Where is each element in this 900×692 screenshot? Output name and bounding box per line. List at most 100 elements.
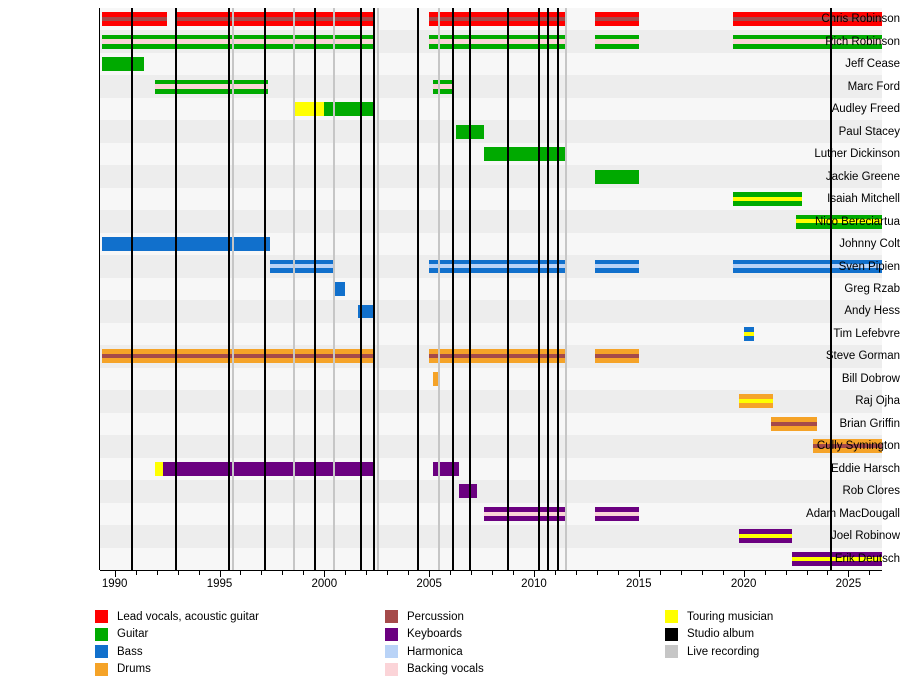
timeline-bar [102, 34, 373, 49]
x-tick-major [638, 570, 640, 577]
timeline-bar-stripe [429, 264, 566, 269]
legend-swatch-icon [95, 627, 108, 641]
studio-album-line [829, 8, 832, 570]
live-recording-line [565, 8, 568, 570]
timeline-bar-stripe [594, 511, 639, 516]
x-tick-minor [282, 570, 284, 575]
x-tick-minor [366, 570, 368, 575]
timeline-bar-stripe [733, 17, 882, 22]
legend-label: Keyboards [407, 628, 462, 641]
timeline-bar [154, 79, 268, 94]
legend-label: Percussion [407, 610, 464, 623]
x-tick-minor [261, 570, 263, 575]
x-tick-label: 2010 [521, 578, 547, 590]
plot-area [100, 8, 882, 570]
member-label-cully-symington: Cully Symington [816, 440, 900, 453]
timeline-bar [269, 259, 335, 274]
x-tick-minor [156, 570, 158, 575]
x-tick-label: 1995 [206, 578, 233, 590]
studio-album-line [131, 8, 134, 570]
x-tick-minor [701, 570, 703, 575]
row-band [100, 547, 882, 570]
studio-album-line [546, 8, 549, 570]
timeline-bar-stripe [733, 39, 882, 44]
member-label-joel-robinow: Joel Robinow [830, 530, 900, 543]
timeline-bar-stripe [739, 399, 773, 404]
row-band [100, 97, 882, 121]
legend: Lead vocals, acoustic guitar Guitar Bass Dr… [0, 608, 900, 688]
legend-label: Harmonica [407, 645, 463, 658]
timeline-bar-stripe [594, 17, 639, 22]
timeline-bar [594, 169, 639, 184]
x-tick-minor [492, 570, 494, 575]
legend-label: Guitar [117, 628, 149, 641]
member-label-chris-robinson: Chris Robinson [821, 13, 900, 26]
member-label-rob-clores: Rob Clores [842, 485, 900, 498]
studio-album-line [263, 8, 266, 570]
legend-swatch-icon [385, 627, 398, 641]
legend-label: Backing vocals [407, 663, 484, 676]
x-tick-minor [659, 570, 661, 575]
row-band [100, 120, 882, 143]
timeline-bar-stripe [102, 39, 373, 44]
member-label-raj-ojha: Raj Ojha [855, 395, 900, 408]
x-tick-minor [827, 570, 829, 575]
x-tick-minor [345, 570, 347, 575]
studio-album-line [372, 8, 375, 570]
timeline-bar [594, 259, 639, 274]
legend-swatch-icon [385, 662, 398, 676]
x-tick-major [429, 570, 431, 577]
timeline-bar-stripe [770, 421, 817, 426]
x-tick-minor [135, 570, 137, 575]
member-label-sven-pipien: Sven Pipien [838, 260, 900, 273]
timeline-bar-stripe [594, 264, 639, 269]
live-recording-line [332, 8, 335, 570]
x-tick-minor [303, 570, 305, 575]
legend-item: Guitar [95, 626, 259, 644]
studio-album-line [359, 8, 362, 570]
x-tick-minor [869, 570, 871, 575]
x-tick-minor [680, 570, 682, 575]
x-tick-minor [617, 570, 619, 575]
timeline-bar-stripe [733, 264, 882, 269]
timeline-bar [733, 12, 882, 27]
timeline-bar-stripe [594, 39, 639, 44]
x-tick-minor [722, 570, 724, 575]
legend-item: Live recording [665, 643, 773, 661]
timeline-bar-stripe [429, 354, 566, 359]
member-label-jeff-cease: Jeff Cease [845, 58, 900, 71]
timeline-bar [743, 326, 755, 341]
member-label-steve-gorman: Steve Gorman [825, 350, 900, 363]
timeline-bar [102, 12, 168, 27]
x-tick-label: 2020 [730, 578, 757, 590]
row-band [100, 210, 882, 233]
legend-swatch-icon [665, 610, 678, 624]
timeline-bar [739, 529, 792, 544]
member-label-johnny-colt: Johnny Colt [839, 238, 900, 251]
member-label-erik-deutsch: Erik Deutsch [834, 552, 900, 565]
member-label-luther-dickinson: Luther Dickinson [814, 148, 900, 161]
live-recording-line [376, 8, 379, 570]
timeline-bar [334, 282, 346, 296]
legend-swatch-icon [95, 610, 108, 624]
studio-album-line [416, 8, 419, 570]
row-band [100, 277, 882, 301]
row-band [100, 412, 882, 436]
legend-label: Live recording [687, 645, 760, 658]
x-axis-spine [100, 570, 882, 571]
member-label-brian-griffin: Brian Griffin [839, 417, 900, 430]
x-tick-minor [596, 570, 598, 575]
row-band [100, 322, 882, 346]
row-band [100, 187, 882, 211]
row-band [100, 525, 882, 548]
row-band [100, 300, 882, 323]
x-tick-minor [806, 570, 808, 575]
studio-album-line [468, 8, 471, 570]
timeline-bar [175, 12, 373, 27]
x-axis: 1990 1995 2000 2005 2010 2015 2020 2025 [100, 570, 882, 600]
legend-item: Lead vocals, acoustic guitar [95, 608, 259, 626]
timeline-bar-stripe [739, 534, 792, 539]
live-recording-line [437, 8, 440, 570]
studio-album-line [313, 8, 316, 570]
